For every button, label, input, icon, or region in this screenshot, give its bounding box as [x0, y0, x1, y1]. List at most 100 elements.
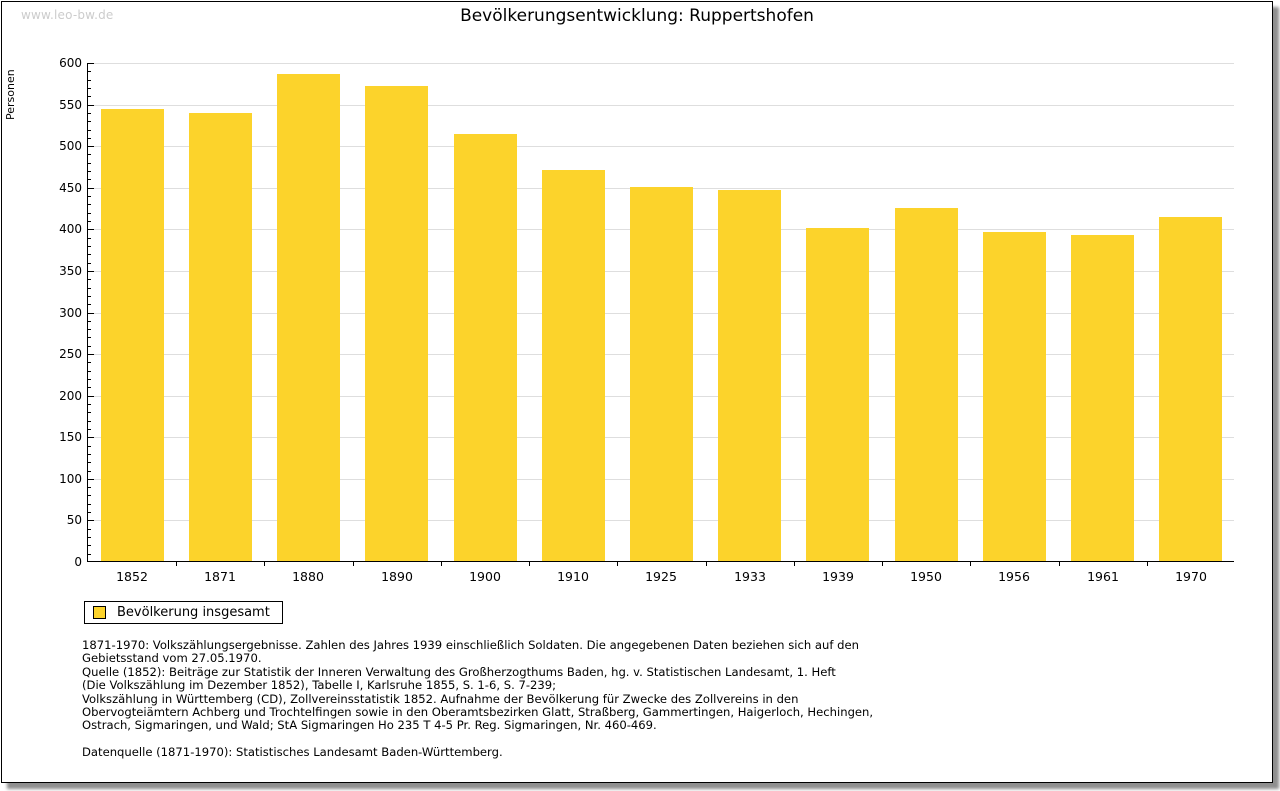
x-axis-tick: [617, 562, 618, 566]
bar-1880: [277, 74, 340, 561]
x-axis-tick: [264, 562, 265, 566]
y-axis-minor-tick: [88, 329, 91, 330]
y-axis-tick-label: 450: [59, 181, 82, 195]
x-axis-tick-label: 1910: [557, 569, 589, 584]
y-axis-tick-label: 350: [59, 264, 82, 278]
y-axis-minor-tick: [88, 337, 91, 338]
y-axis-minor-tick: [88, 80, 91, 81]
y-axis-minor-tick: [88, 138, 91, 139]
y-axis-tick: [88, 105, 94, 106]
x-axis-tick-label: 1933: [734, 569, 766, 584]
footnotes: 1871-1970: Volkszählungsergebnisse. Zahl…: [82, 638, 1232, 759]
y-axis-tick-label: 100: [59, 472, 82, 486]
y-axis-tick: [88, 561, 94, 562]
y-axis-minor-tick: [88, 545, 91, 546]
y-axis-minor-tick: [88, 130, 91, 131]
legend-box: Bevölkerung insgesamt: [84, 601, 283, 624]
y-axis-minor-tick: [88, 421, 91, 422]
bar-1852: [101, 109, 164, 561]
x-axis-tick-label: 1880: [292, 569, 324, 584]
x-axis-tick-label: 1939: [822, 569, 854, 584]
y-axis-minor-tick: [88, 487, 91, 488]
y-axis-minor-tick: [88, 296, 91, 297]
y-axis-tick-label: 200: [59, 389, 82, 403]
x-axis-tick: [441, 562, 442, 566]
y-axis-minor-tick: [88, 238, 91, 239]
y-axis-minor-tick: [88, 88, 91, 89]
y-axis-tick: [88, 229, 94, 230]
y-axis-tick: [88, 313, 94, 314]
y-axis-minor-tick: [88, 462, 91, 463]
x-axis-tick-label: 1890: [381, 569, 413, 584]
y-axis-tick: [88, 188, 94, 189]
x-axis-tick-label: 1956: [998, 569, 1030, 584]
y-axis-minor-tick: [88, 163, 91, 164]
y-axis-minor-tick: [88, 171, 91, 172]
y-axis-tick-label: 300: [59, 306, 82, 320]
y-axis-minor-tick: [88, 554, 91, 555]
x-axis-tick: [970, 562, 971, 566]
x-axis-tick-label: 1925: [645, 569, 677, 584]
y-axis-minor-tick: [88, 362, 91, 363]
y-axis-minor-tick: [88, 404, 91, 405]
y-axis-label: Personen: [4, 69, 17, 121]
y-axis-minor-tick: [88, 346, 91, 347]
x-axis-tick: [176, 562, 177, 566]
y-axis-tick: [88, 63, 94, 64]
legend-swatch-icon: [93, 606, 106, 619]
y-axis-tick: [88, 271, 94, 272]
y-axis-minor-tick: [88, 529, 91, 530]
y-axis-minor-tick: [88, 154, 91, 155]
legend-label: Bevölkerung insgesamt: [117, 605, 270, 620]
x-axis-tick: [353, 562, 354, 566]
footnote-line: Gebietsstand vom 27.05.1970.: [82, 651, 262, 666]
bar-1961: [1071, 235, 1134, 561]
footnote-line: 1871-1970: Volkszählungsergebnisse. Zahl…: [82, 638, 859, 652]
y-axis-minor-tick: [88, 471, 91, 472]
y-axis-minor-tick: [88, 379, 91, 380]
y-axis-minor-tick: [88, 113, 91, 114]
x-axis-tick: [1059, 562, 1060, 566]
y-axis-tick: [88, 396, 94, 397]
y-axis-minor-tick: [88, 512, 91, 513]
y-axis-tick-label: 600: [59, 56, 82, 70]
y-gridline: [88, 105, 1234, 106]
y-axis-minor-tick: [88, 446, 91, 447]
y-axis-minor-tick: [88, 121, 91, 122]
y-axis-minor-tick: [88, 263, 91, 264]
y-axis-tick-label: 400: [59, 222, 82, 236]
y-axis-minor-tick: [88, 204, 91, 205]
footnote-line: (Die Volkszählung im Dezember 1852), Tab…: [82, 678, 557, 693]
x-axis-tick-label: 1852: [116, 569, 148, 584]
bar-1925: [630, 187, 693, 561]
y-axis-minor-tick: [88, 71, 91, 72]
y-axis-minor-tick: [88, 254, 91, 255]
footnote-line: Obervogteiämtern Achberg und Trochtelfin…: [82, 705, 874, 720]
bar-1900: [454, 134, 517, 561]
y-axis-tick-label: 500: [59, 139, 82, 153]
y-axis-minor-tick: [88, 387, 91, 388]
y-axis-tick: [88, 479, 94, 480]
bar-1890: [365, 86, 428, 561]
y-axis-minor-tick: [88, 454, 91, 455]
x-axis-tick-label: 1900: [469, 569, 501, 584]
y-axis-tick-label: 0: [74, 555, 82, 569]
bar-1933: [718, 190, 781, 561]
y-axis-minor-tick: [88, 96, 91, 97]
y-axis-tick: [88, 354, 94, 355]
y-axis-minor-tick: [88, 213, 91, 214]
datasource-line: Datenquelle (1871-1970): Statistisches L…: [82, 744, 503, 759]
x-axis-tick: [794, 562, 795, 566]
y-gridline: [88, 63, 1234, 64]
footnote-line: Ostrach, Sigmaringen, und Wald; StA Sigm…: [82, 718, 657, 733]
y-axis-tick: [88, 146, 94, 147]
y-axis-tick: [88, 520, 94, 521]
y-gridline: [88, 146, 1234, 147]
bar-1910: [542, 170, 605, 561]
bar-1970: [1159, 217, 1222, 561]
x-axis-tick: [1147, 562, 1148, 566]
y-axis-tick-label: 150: [59, 430, 82, 444]
bar-1950: [895, 208, 958, 561]
footnote-line: Quelle (1852): Beiträge zur Statistik de…: [82, 664, 836, 679]
